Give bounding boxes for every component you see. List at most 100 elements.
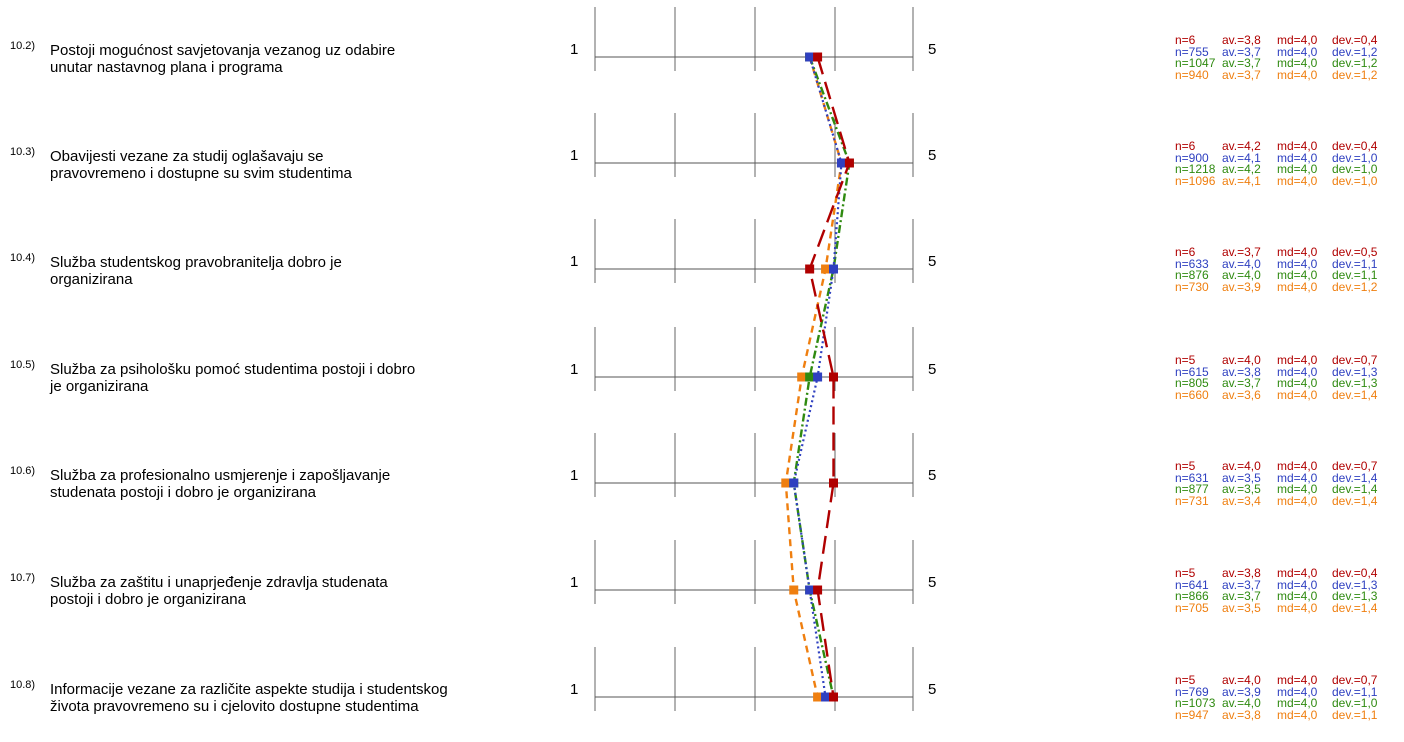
scale-min-label: 1 — [570, 681, 579, 698]
stat-md: md=4,0 — [1277, 589, 1318, 603]
stat-n: n=731 — [1175, 493, 1209, 508]
stats-row: n=876 av.=4,0 md=4,0 dev.=1,1 — [1175, 268, 1377, 282]
stat-av: av.=3,7 — [1222, 577, 1261, 592]
stat-md: md=4,0 — [1277, 600, 1318, 615]
stat-dev: dev.=0,5 — [1332, 245, 1378, 259]
question-text: Služba za profesionalno usmjerenje i zap… — [50, 467, 391, 501]
stat-md: md=4,0 — [1277, 566, 1318, 580]
stats-block: n=6 av.=3,7 md=4,0 dev.=0,5 n=633 av.=4,0 md=4… — [1175, 245, 1378, 294]
stats-row: n=5 av.=4,0 md=4,0 dev.=0,7 — [1175, 673, 1378, 687]
question-number: 10.2) — [10, 40, 36, 52]
stat-av: av.=3,8 — [1222, 566, 1261, 580]
stat-dev: dev.=1,0 — [1332, 150, 1378, 165]
stat-n: n=877 — [1175, 482, 1209, 496]
series-2-point — [805, 372, 815, 382]
question-number: 10.6) — [10, 465, 36, 477]
scale-min-label: 1 — [570, 574, 579, 591]
stat-dev: dev.=0,4 — [1332, 33, 1378, 47]
stat-dev: dev.=1,2 — [1332, 44, 1378, 59]
stat-dev: dev.=1,0 — [1332, 173, 1378, 188]
stats-block: n=5 av.=3,8 md=4,0 dev.=0,4 n=641 av.=3,7 md=4… — [1175, 566, 1378, 615]
stat-n: n=631 — [1175, 470, 1209, 485]
question-text: Informacije vezane za različite aspekte … — [50, 681, 448, 715]
stat-n: n=705 — [1175, 600, 1209, 615]
stats-row: n=6 av.=3,7 md=4,0 dev.=0,5 — [1175, 245, 1378, 259]
stat-md: md=4,0 — [1277, 173, 1318, 188]
series-3-point — [797, 372, 807, 382]
stat-n: n=755 — [1175, 44, 1209, 59]
stat-n: n=615 — [1175, 364, 1209, 379]
stats-row: n=805 av.=3,7 md=4,0 dev.=1,3 — [1175, 376, 1378, 390]
stat-n: n=5 — [1175, 459, 1196, 473]
stat-dev: dev.=1,1 — [1332, 256, 1378, 271]
stat-n: n=6 — [1175, 139, 1196, 153]
stat-dev: dev.=0,4 — [1332, 139, 1378, 153]
scale-min-label: 1 — [570, 467, 579, 484]
stat-md: md=4,0 — [1277, 56, 1318, 70]
stat-dev: dev.=1,4 — [1332, 600, 1378, 615]
series-0-point — [829, 372, 838, 382]
stats-row: n=1073 av.=4,0 md=4,0 dev.=1,0 — [1175, 696, 1377, 710]
stat-av: av.=4,2 — [1222, 162, 1261, 176]
stat-n: n=633 — [1175, 256, 1209, 271]
stat-n: n=5 — [1175, 353, 1196, 367]
stats-row: n=947 av.=3,8 md=4,0 dev.=1,1 — [1175, 707, 1377, 722]
stats-row: n=940 av.=3,7 md=4,0 dev.=1,2 — [1175, 67, 1377, 82]
series-0-point — [829, 478, 838, 488]
stat-n: n=876 — [1175, 268, 1209, 282]
stat-n: n=6 — [1175, 245, 1196, 259]
stats-row: n=615 av.=3,8 md=4,0 dev.=1,3 — [1175, 364, 1378, 379]
question-number: 10.8) — [10, 679, 36, 691]
scale-min-label: 1 — [570, 147, 579, 164]
stats-row: n=660 av.=3,6 md=4,0 dev.=1,4 — [1175, 387, 1377, 402]
stats-row: n=877 av.=3,5 md=4,0 dev.=1,4 — [1175, 482, 1377, 496]
stat-dev: dev.=1,3 — [1332, 364, 1378, 379]
stat-av: av.=3,4 — [1222, 493, 1261, 508]
stat-n: n=769 — [1175, 684, 1209, 699]
stat-dev: dev.=1,3 — [1332, 376, 1378, 390]
stats-block: n=6 av.=3,8 md=4,0 dev.=0,4 n=755 av.=3,7 md=4… — [1175, 33, 1378, 82]
series-1-point — [813, 372, 823, 382]
stat-dev: dev.=0,7 — [1332, 673, 1378, 687]
stat-n: n=940 — [1175, 67, 1209, 82]
stat-n: n=805 — [1175, 376, 1209, 390]
stat-n: n=1218 — [1175, 162, 1216, 176]
stat-md: md=4,0 — [1277, 696, 1318, 710]
stat-dev: dev.=0,7 — [1332, 353, 1378, 367]
stats-row: n=1218 av.=4,2 md=4,0 dev.=1,0 — [1175, 162, 1377, 176]
stat-av: av.=3,7 — [1222, 56, 1261, 70]
stat-dev: dev.=1,2 — [1332, 56, 1378, 70]
question-number: 10.7) — [10, 572, 36, 584]
question-text: Postoji mogućnost savjetovanja vezanog u… — [50, 42, 396, 76]
stat-md: md=4,0 — [1277, 459, 1318, 473]
scale-min-label: 1 — [570, 253, 579, 270]
stat-av: av.=3,7 — [1222, 44, 1261, 59]
stat-md: md=4,0 — [1277, 387, 1318, 402]
stat-md: md=4,0 — [1277, 577, 1318, 592]
stat-md: md=4,0 — [1277, 707, 1318, 722]
scale-max-label: 5 — [928, 574, 937, 591]
stat-av: av.=3,6 — [1222, 387, 1261, 402]
stat-n: n=1073 — [1175, 696, 1216, 710]
stat-md: md=4,0 — [1277, 673, 1318, 687]
stat-md: md=4,0 — [1277, 376, 1318, 390]
series-1-point — [789, 478, 799, 488]
stats-row: n=633 av.=4,0 md=4,0 dev.=1,1 — [1175, 256, 1378, 271]
stat-av: av.=4,2 — [1222, 139, 1261, 153]
stat-av: av.=3,7 — [1222, 245, 1261, 259]
scale-min-label: 1 — [570, 361, 579, 378]
series-1-point — [829, 264, 838, 274]
stats-row: n=5 av.=4,0 md=4,0 dev.=0,7 — [1175, 459, 1377, 473]
stat-dev: dev.=1,2 — [1332, 279, 1378, 294]
series-3-point — [789, 585, 799, 595]
stats-row: n=631 av.=3,5 md=4,0 dev.=1,4 — [1175, 470, 1377, 485]
stat-md: md=4,0 — [1277, 256, 1318, 271]
stat-av: av.=3,7 — [1222, 67, 1261, 82]
scale-max-label: 5 — [928, 361, 937, 378]
series-0-point — [813, 52, 823, 62]
stats-row: n=5 av.=3,8 md=4,0 dev.=0,4 — [1175, 566, 1377, 580]
stat-n: n=660 — [1175, 387, 1209, 402]
scale-max-label: 5 — [928, 467, 937, 484]
stat-av: av.=3,5 — [1222, 470, 1261, 485]
scale-min-label: 1 — [570, 41, 579, 58]
